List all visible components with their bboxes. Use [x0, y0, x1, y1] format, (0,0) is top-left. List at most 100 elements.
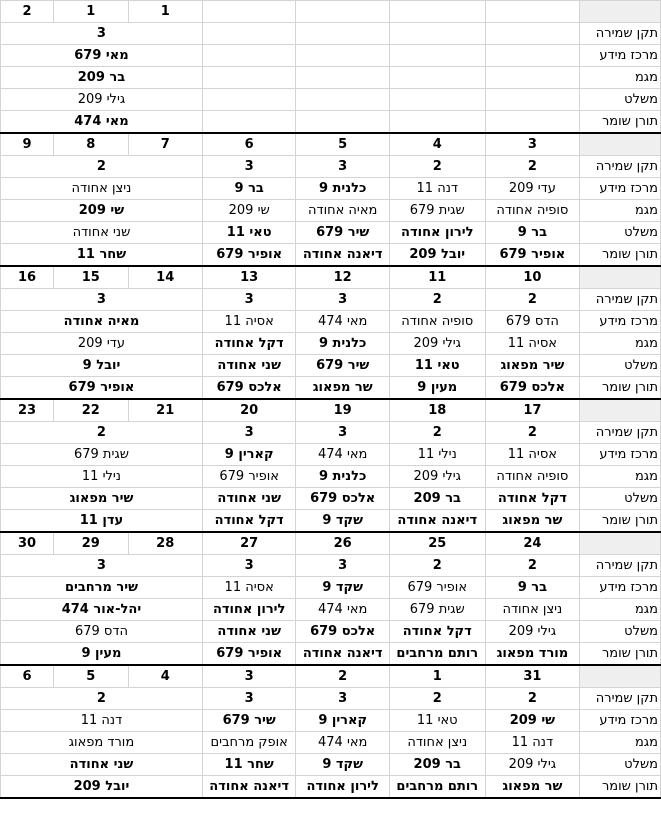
schedule-cell[interactable]: יובל 209 — [0, 775, 203, 799]
day-number-cell[interactable]: 16 — [0, 265, 55, 289]
day-number-cell[interactable]: 13 — [201, 265, 297, 289]
schedule-cell[interactable] — [388, 88, 486, 111]
schedule-cell[interactable]: שני אחודה — [201, 620, 297, 643]
schedule-cell[interactable]: 2 — [388, 687, 486, 710]
schedule-cell[interactable]: טאי 11 — [201, 221, 297, 244]
schedule-cell[interactable]: אופיר 679 — [201, 465, 297, 488]
schedule-cell[interactable]: בר 209 — [388, 753, 486, 776]
row-label-cell[interactable]: תורן שומר — [579, 243, 661, 267]
schedule-cell[interactable]: דיאנה אחודה — [388, 509, 486, 533]
schedule-cell[interactable]: כלנית 9 — [295, 465, 390, 488]
schedule-cell[interactable] — [484, 110, 581, 134]
schedule-cell[interactable]: 2 — [0, 687, 203, 710]
row-label-cell[interactable]: מרכז מידע — [579, 177, 661, 200]
header-corner-cell[interactable] — [579, 0, 661, 23]
schedule-cell[interactable]: 2 — [484, 421, 581, 444]
row-label-cell[interactable]: תורן שומר — [579, 775, 661, 799]
day-number-cell[interactable]: 31 — [484, 664, 581, 688]
schedule-cell[interactable] — [388, 22, 486, 45]
schedule-cell[interactable]: 2 — [388, 421, 486, 444]
schedule-cell[interactable]: שחר 11 — [201, 753, 297, 776]
schedule-cell[interactable]: מאי 474 — [295, 598, 390, 621]
row-label-cell[interactable]: תקן שמירה — [579, 22, 661, 45]
row-label-cell[interactable]: מגמ — [579, 731, 661, 754]
schedule-cell[interactable]: מורד מפאוג — [0, 731, 203, 754]
schedule-cell[interactable]: אסיה 11 — [201, 576, 297, 599]
schedule-cell[interactable]: לירון אחודה — [201, 598, 297, 621]
day-number-cell[interactable]: 3 — [484, 132, 581, 156]
schedule-cell[interactable]: עדי 209 — [0, 332, 203, 355]
schedule-cell[interactable]: שיר מרחבים — [0, 576, 203, 599]
day-number-cell[interactable]: 5 — [295, 132, 390, 156]
schedule-cell[interactable]: אסיה 11 — [201, 310, 297, 333]
schedule-cell[interactable]: שיר מפאוג — [484, 354, 581, 377]
day-number-cell[interactable]: 2 — [0, 0, 55, 23]
schedule-cell[interactable]: שר מפאוג — [484, 509, 581, 533]
schedule-cell[interactable]: בר 9 — [201, 177, 297, 200]
day-number-cell[interactable]: 14 — [127, 265, 203, 289]
day-number-cell[interactable]: 27 — [201, 531, 297, 555]
row-label-cell[interactable]: מרכז מידע — [579, 310, 661, 333]
row-label-cell[interactable]: מגמ — [579, 332, 661, 355]
header-corner-cell[interactable] — [579, 132, 661, 156]
day-number-cell[interactable]: 12 — [295, 265, 390, 289]
schedule-cell[interactable]: מאיה אחודה — [295, 199, 390, 222]
schedule-cell[interactable]: שקד 9 — [295, 509, 390, 533]
row-label-cell[interactable]: מרכז מידע — [579, 709, 661, 732]
row-label-cell[interactable]: משלט — [579, 221, 661, 244]
row-label-cell[interactable]: מרכז מידע — [579, 576, 661, 599]
day-number-cell[interactable]: 7 — [127, 132, 203, 156]
header-corner-cell[interactable] — [579, 531, 661, 555]
schedule-cell[interactable]: אלכס 679 — [295, 487, 390, 510]
row-label-cell[interactable]: משלט — [579, 354, 661, 377]
row-label-cell[interactable]: מרכז מידע — [579, 44, 661, 67]
row-label-cell[interactable]: משלט — [579, 88, 661, 111]
schedule-cell[interactable]: יובל 209 — [388, 243, 486, 267]
schedule-cell[interactable] — [484, 22, 581, 45]
schedule-cell[interactable]: 3 — [295, 155, 390, 178]
schedule-cell[interactable]: 3 — [201, 687, 297, 710]
schedule-cell[interactable]: אסיה 11 — [484, 443, 581, 466]
schedule-cell[interactable] — [295, 66, 390, 89]
day-number-cell[interactable]: 28 — [127, 531, 203, 555]
schedule-cell[interactable]: דקל אחודה — [388, 620, 486, 643]
schedule-cell[interactable] — [388, 66, 486, 89]
schedule-cell[interactable]: סופיה אחודה — [484, 465, 581, 488]
schedule-cell[interactable] — [201, 88, 297, 111]
day-number-cell[interactable]: 29 — [53, 531, 129, 555]
row-label-cell[interactable]: תקן שמירה — [579, 687, 661, 710]
day-number-cell[interactable]: 1 — [53, 0, 129, 23]
schedule-cell[interactable]: אופיר 679 — [201, 642, 297, 666]
schedule-cell[interactable]: בר 209 — [388, 487, 486, 510]
row-label-cell[interactable]: תורן שומר — [579, 110, 661, 134]
schedule-cell[interactable]: כלנית 9 — [295, 177, 390, 200]
header-corner-cell[interactable] — [579, 265, 661, 289]
schedule-cell[interactable]: מעין 9 — [0, 642, 203, 666]
day-number-cell[interactable]: 15 — [53, 265, 129, 289]
schedule-cell[interactable]: שני אחודה — [0, 221, 203, 244]
schedule-cell[interactable]: דיאנה אחודה — [295, 243, 390, 267]
schedule-cell[interactable]: לירון אחודה — [388, 221, 486, 244]
day-number-cell[interactable] — [295, 0, 390, 23]
schedule-cell[interactable]: יהל-אור 474 — [0, 598, 203, 621]
day-number-cell[interactable]: 4 — [388, 132, 486, 156]
schedule-cell[interactable]: מאי 679 — [0, 44, 203, 67]
day-number-cell[interactable]: 3 — [201, 664, 297, 688]
day-number-cell[interactable]: 30 — [0, 531, 55, 555]
schedule-cell[interactable]: 3 — [0, 288, 203, 311]
schedule-cell[interactable]: מאיה אחודה — [0, 310, 203, 333]
schedule-cell[interactable]: ניצן אחודה — [0, 177, 203, 200]
schedule-cell[interactable]: עדן 11 — [0, 509, 203, 533]
schedule-cell[interactable]: 2 — [484, 288, 581, 311]
schedule-cell[interactable]: מאי 474 — [295, 443, 390, 466]
schedule-cell[interactable] — [388, 110, 486, 134]
schedule-cell[interactable] — [484, 66, 581, 89]
schedule-cell[interactable]: בר 9 — [484, 221, 581, 244]
schedule-cell[interactable]: דקל אחודה — [484, 487, 581, 510]
header-corner-cell[interactable] — [579, 398, 661, 422]
day-number-cell[interactable]: 26 — [295, 531, 390, 555]
schedule-cell[interactable]: דנה 11 — [388, 177, 486, 200]
schedule-cell[interactable]: 2 — [484, 687, 581, 710]
schedule-cell[interactable]: אופיר 679 — [388, 576, 486, 599]
schedule-cell[interactable]: 3 — [295, 554, 390, 577]
